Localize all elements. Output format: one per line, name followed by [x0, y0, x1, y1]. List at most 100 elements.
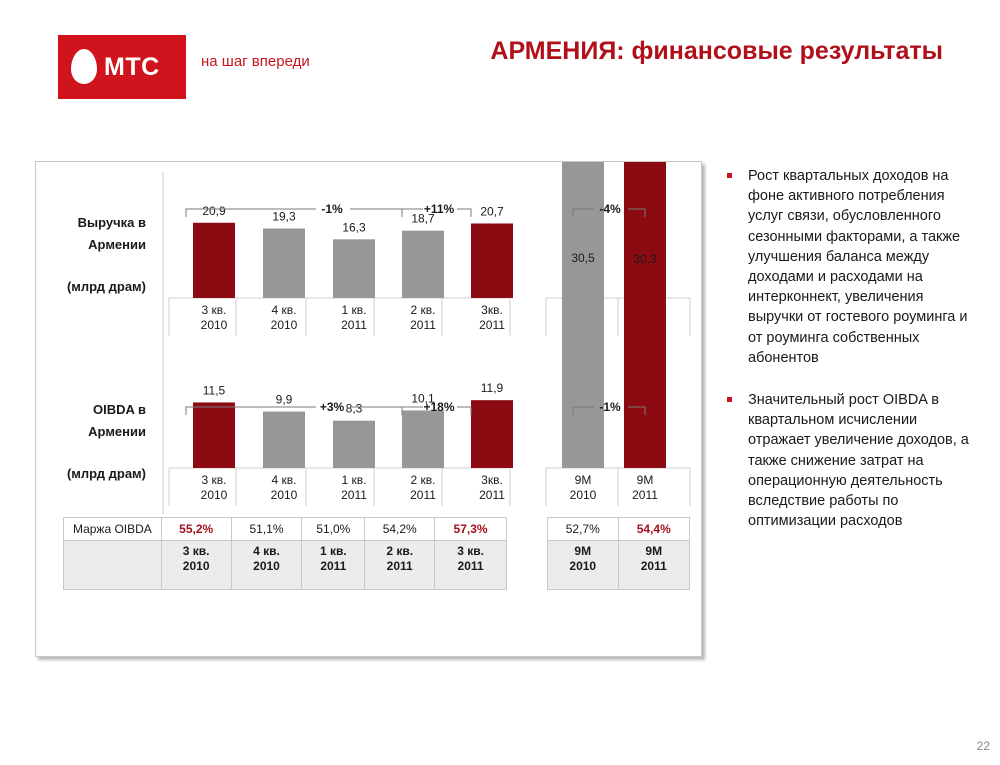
commentary: Рост квартальных доходов на фоне активно…	[718, 166, 978, 553]
egg-icon	[71, 49, 97, 84]
period-line: 2011	[457, 559, 484, 573]
period-line: 2011	[320, 559, 347, 573]
period-line: 2011	[386, 559, 413, 573]
category-label: 2011	[632, 488, 658, 502]
page-title: АРМЕНИЯ: финансовые результаты	[490, 37, 943, 65]
margin-value-q5: 57,3%	[434, 517, 507, 541]
period-line: 9M	[645, 544, 663, 558]
category-label: 9M	[575, 473, 592, 487]
period-line: 2 кв.	[386, 544, 414, 558]
margin-value-q3: 51,0%	[301, 517, 366, 541]
bar	[333, 239, 375, 298]
margin-table-quarterly: Маржа OIBDA 55,2% 51,1% 51,0% 54,2% 57,3…	[63, 517, 507, 590]
bar	[624, 271, 666, 468]
bullet-text: Значительный рост OIBDA в квартальном ис…	[748, 392, 969, 530]
category-label: 1 кв.	[342, 473, 367, 487]
period-line: 2011	[640, 559, 667, 573]
period-line: 2010	[182, 559, 210, 573]
change-bracket	[628, 406, 646, 415]
bullet-item: Значительный рост OIBDA в квартальном ис…	[718, 390, 978, 531]
margin-table-9m: 52,7% 54,4% 9M 2010 9M 2011	[547, 517, 690, 590]
bar	[193, 402, 235, 468]
change-label: -4%	[599, 202, 621, 216]
logo-text: МТС	[104, 53, 160, 81]
category-label: 4 кв.	[272, 303, 297, 317]
data-label: 30,5	[571, 251, 595, 265]
change-bracket	[401, 208, 423, 217]
change-bracket	[572, 406, 594, 415]
change-label: +18%	[423, 400, 454, 414]
category-label: 2011	[341, 488, 367, 502]
bar	[333, 420, 375, 468]
data-label: 19,3	[272, 210, 296, 224]
category-label: 2010	[271, 488, 298, 502]
bar	[193, 222, 235, 298]
data-label: 11,9	[481, 381, 504, 395]
period-line: 2010	[253, 559, 280, 573]
margin-value-q1: 55,2%	[160, 517, 232, 541]
category-label: 2010	[201, 488, 228, 502]
chart-panel: 20,9 3 кв. 2010 19,3 4 кв. 2010 16,3 1 кв. 2011 1…	[35, 161, 702, 657]
change-label: -1%	[321, 202, 343, 216]
mts-logo: МТС	[58, 35, 186, 99]
oibda-row-label-1: OIBDA в	[92, 402, 146, 417]
data-label: 18,7	[411, 212, 435, 226]
margin-period-q5: 3 кв. 2011	[434, 540, 507, 590]
change-bracket	[628, 208, 646, 217]
data-label: 9,9	[276, 393, 293, 407]
bar	[562, 269, 604, 468]
change-bracket	[185, 406, 316, 415]
change-label: -1%	[599, 400, 621, 414]
bar	[471, 223, 513, 298]
slogan: на шаг впереди	[201, 53, 310, 70]
margin-period-q2: 4 кв. 2010	[230, 540, 303, 590]
change-bracket	[185, 208, 316, 217]
period-line: 1 кв.	[319, 544, 347, 558]
category-label: 2011	[479, 488, 505, 502]
category-label: 3 кв.	[202, 473, 227, 487]
change-bracket	[457, 406, 472, 415]
category-label: 3кв.	[481, 303, 503, 317]
period-line: 4 кв.	[253, 544, 280, 558]
change-bracket	[572, 208, 594, 217]
bullet-text: Рост квартальных доходов на фоне активно…	[748, 168, 968, 366]
margin-blank-cell	[63, 540, 162, 590]
page-number: 22	[976, 739, 990, 753]
data-label: 16,3	[342, 220, 366, 234]
revenue-row-label-2: Армении	[88, 237, 146, 252]
margin-period-q3: 1 кв. 2011	[301, 540, 366, 590]
margin-value-9m-2010: 52,7%	[547, 517, 619, 541]
change-label: +11%	[424, 202, 455, 216]
category-label: 2011	[479, 318, 505, 332]
period-line: 2010	[569, 559, 597, 573]
change-label: +3%	[320, 400, 345, 414]
data-label: 11,5	[203, 383, 226, 397]
revenue-row-label-1: Выручка в	[77, 215, 146, 230]
bar	[263, 411, 305, 468]
margin-label: Маржа OIBDA	[63, 517, 162, 541]
margin-value-9m-2011: 54,4%	[617, 517, 690, 541]
revenue-unit-label: (млрд драм)	[66, 279, 146, 294]
bar	[402, 230, 444, 298]
category-label: 1 кв.	[342, 303, 367, 317]
change-bracket	[457, 208, 472, 217]
bar	[263, 228, 305, 298]
oibda-unit-label: (млрд драм)	[66, 466, 146, 481]
category-label: 2010	[201, 318, 228, 332]
category-label: 2 кв.	[411, 473, 436, 487]
oibda-row-label-2: Армении	[88, 424, 146, 439]
margin-value-q4: 54,2%	[364, 517, 436, 541]
period-line: 3 кв.	[457, 544, 484, 558]
category-label: 2011	[410, 318, 436, 332]
margin-period-9m-2011: 9M 2011	[617, 540, 690, 590]
category-label: 4 кв.	[272, 473, 297, 487]
bar	[471, 400, 513, 468]
period-line: 9M	[574, 544, 592, 558]
category-label: 2011	[341, 318, 367, 332]
margin-period-q1: 3 кв. 2010	[160, 540, 232, 590]
category-label: 2010	[570, 488, 597, 502]
bullet-square-icon	[727, 397, 732, 403]
data-label: 20,7	[480, 204, 504, 218]
category-label: 2011	[410, 488, 436, 502]
